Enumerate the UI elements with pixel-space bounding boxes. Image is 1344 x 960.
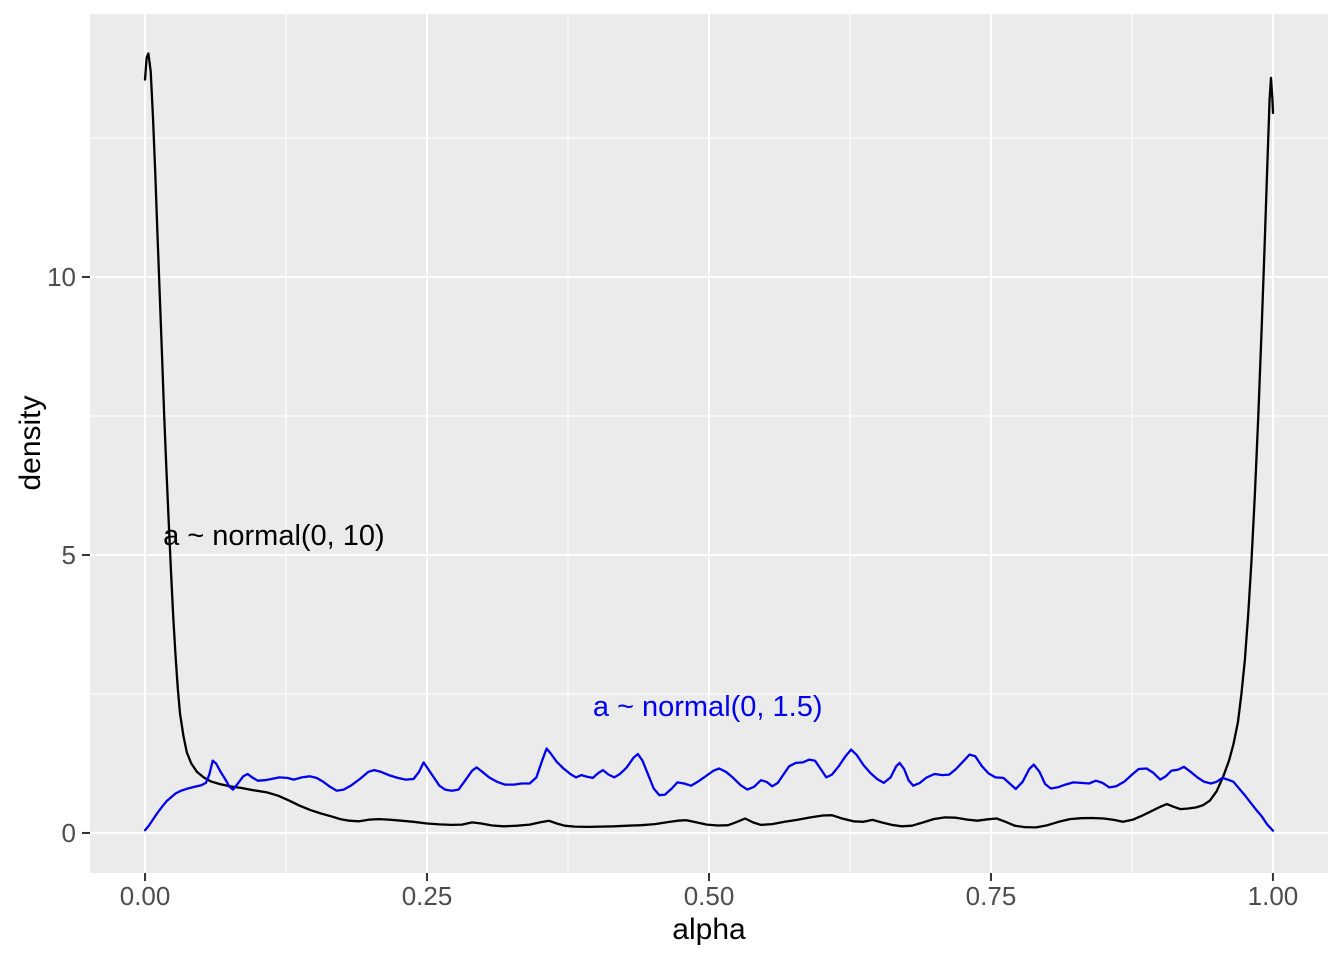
axis-tick-labels: 0.00 0.25 0.50 0.75 1.00 0 5 10 xyxy=(47,262,1298,911)
y-tick-label: 0 xyxy=(62,818,76,848)
curve-annotation-0: a ~ normal(0, 10) xyxy=(163,520,385,552)
x-tick-label: 0.50 xyxy=(684,881,735,911)
axis-tick-marks xyxy=(82,275,1274,881)
x-tick-label: 0.00 xyxy=(120,881,171,911)
density-curve-0 xyxy=(143,52,1275,829)
curve-annotations: a ~ normal(0, 10) a ~ normal(0, 1.5) xyxy=(163,520,822,723)
gridlines-major xyxy=(90,14,1328,873)
curve-annotation-1: a ~ normal(0, 1.5) xyxy=(593,691,823,723)
y-tick-label: 10 xyxy=(47,262,76,292)
x-tick-label: 1.00 xyxy=(1248,881,1299,911)
x-tick-label: 0.25 xyxy=(402,881,453,911)
density-curves xyxy=(143,52,1275,832)
y-tick-label: 5 xyxy=(62,540,76,570)
y-axis-title: density xyxy=(14,395,47,490)
x-axis-title: alpha xyxy=(672,913,746,946)
x-tick-label: 0.75 xyxy=(966,881,1017,911)
density-curve-1 xyxy=(143,747,1275,832)
